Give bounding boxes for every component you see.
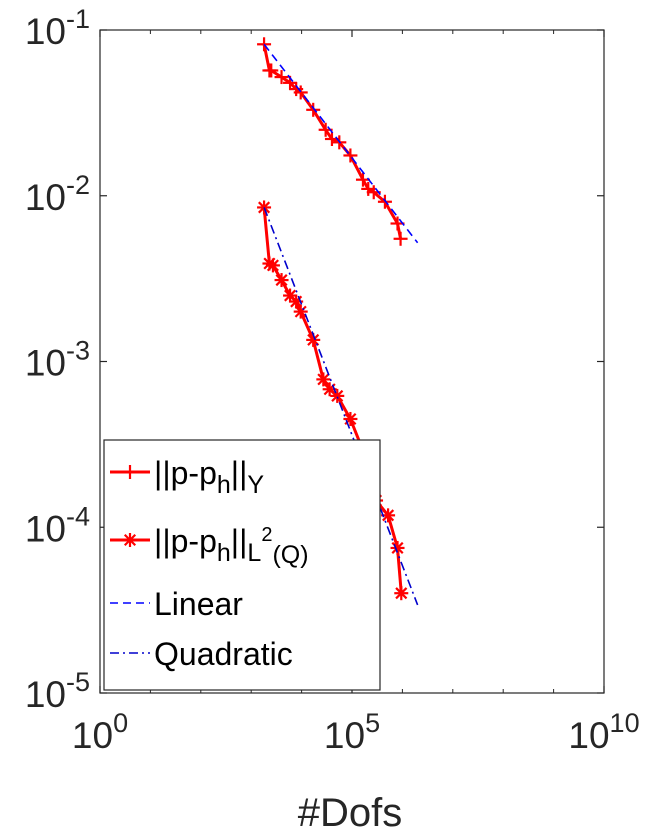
plus-marker — [393, 231, 408, 246]
y-tick-label: 10-5 — [25, 667, 90, 715]
asterisk-marker — [306, 332, 321, 347]
asterisk-marker — [394, 586, 409, 601]
legend-box — [103, 439, 381, 691]
plus-marker — [264, 63, 279, 78]
legend-label: ||p-ph||Y — [154, 455, 264, 499]
plus-marker — [123, 465, 137, 479]
series-line-quadratic — [263, 207, 419, 606]
asterisk-marker — [283, 288, 298, 303]
plus-marker — [343, 148, 358, 163]
asterisk-marker — [390, 540, 405, 555]
asterisk-marker — [316, 372, 331, 387]
plus-marker — [306, 102, 321, 117]
x-tick-label: 105 — [324, 708, 380, 756]
plus-marker — [274, 70, 289, 85]
y-tick-label: 10-3 — [25, 336, 90, 384]
asterisk-marker — [123, 533, 137, 547]
x-tick-label: 100 — [72, 708, 128, 756]
asterisk-marker — [330, 388, 345, 403]
plus-marker — [355, 172, 370, 187]
asterisk-marker — [293, 304, 308, 319]
legend-label: Quadratic — [154, 636, 293, 672]
plus-marker — [257, 37, 272, 52]
asterisk-marker — [343, 411, 358, 426]
x-tick-label: 1010 — [568, 708, 639, 756]
legend-label: Linear — [154, 586, 243, 622]
plus-marker — [293, 85, 308, 100]
y-tick-label: 10-4 — [25, 501, 90, 549]
asterisk-marker — [274, 273, 289, 288]
series-line-linear — [263, 43, 419, 244]
x-axis-label: #Dofs — [298, 791, 403, 835]
asterisk-marker — [265, 258, 280, 273]
legend-label: ||p-ph||L2(Q) — [154, 523, 309, 569]
legend: ||p-ph||Y ||p-ph||L2(Q) Linear Quadratic — [103, 439, 381, 691]
y-tick-label: 10-2 — [25, 170, 90, 218]
y-tick-label: 10-1 — [25, 4, 90, 52]
